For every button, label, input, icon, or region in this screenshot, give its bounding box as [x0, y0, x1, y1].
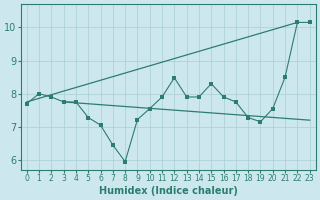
X-axis label: Humidex (Indice chaleur): Humidex (Indice chaleur) — [99, 186, 238, 196]
